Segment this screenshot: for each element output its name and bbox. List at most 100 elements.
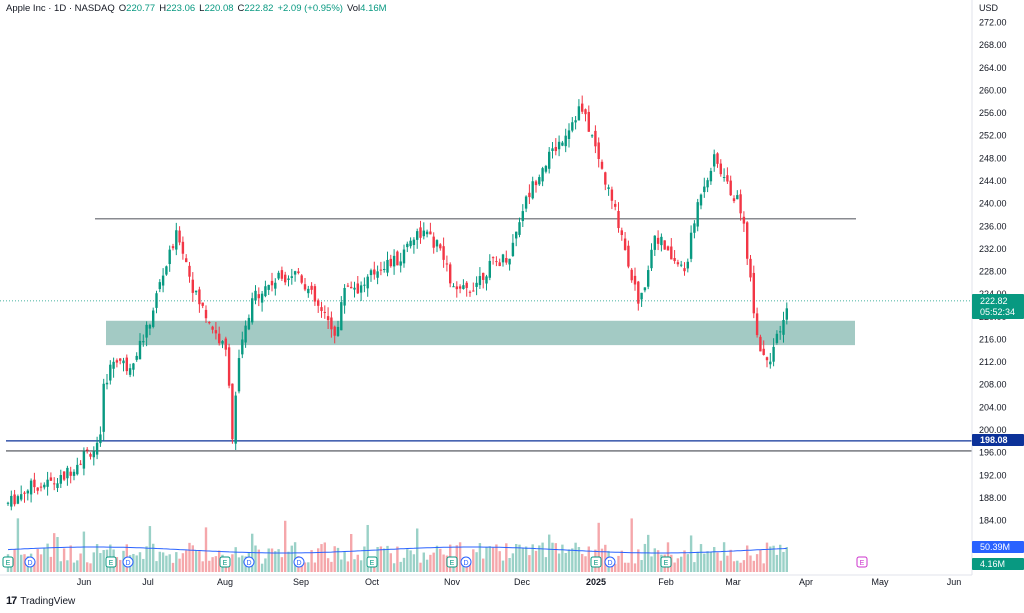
candle-body bbox=[726, 175, 729, 182]
candle-body bbox=[260, 293, 264, 303]
candle-body bbox=[86, 449, 89, 451]
volume-bar bbox=[260, 563, 264, 572]
candle-body bbox=[670, 246, 673, 260]
candle-body bbox=[419, 227, 422, 238]
volume-bar bbox=[89, 563, 92, 572]
candle-body bbox=[439, 244, 442, 249]
event-letter: E bbox=[450, 560, 455, 567]
candle-body bbox=[280, 270, 284, 279]
candle-body bbox=[270, 280, 274, 286]
volume-bar bbox=[475, 552, 478, 572]
candle-body bbox=[594, 130, 597, 147]
volume-bar bbox=[485, 547, 488, 572]
volume-bar bbox=[254, 545, 257, 572]
volume-bar bbox=[72, 562, 76, 572]
volume-bar bbox=[683, 550, 686, 572]
volume-bar bbox=[86, 562, 89, 572]
event-letter: D bbox=[125, 560, 130, 567]
candle-body bbox=[472, 290, 475, 292]
month-label: Jun bbox=[77, 577, 92, 587]
candle-body bbox=[468, 291, 472, 293]
candle-body bbox=[425, 231, 429, 235]
volume-bar bbox=[782, 551, 785, 572]
candle-body bbox=[274, 282, 277, 289]
volume-bar bbox=[82, 531, 86, 572]
volume-bar bbox=[313, 562, 317, 572]
volume-bar bbox=[604, 544, 607, 572]
candle-body bbox=[399, 261, 402, 266]
volume-bar bbox=[208, 560, 211, 572]
candle-body bbox=[264, 286, 267, 297]
dividend-icon bbox=[243, 556, 255, 568]
candle-body bbox=[138, 340, 142, 360]
candle-body bbox=[66, 467, 69, 479]
candle-body bbox=[330, 317, 333, 330]
candle-body bbox=[614, 203, 617, 207]
candle-body bbox=[20, 494, 23, 500]
volume-bar bbox=[699, 544, 703, 572]
candle-body bbox=[752, 272, 755, 314]
candle-body bbox=[343, 287, 346, 306]
candle-body bbox=[742, 216, 746, 224]
candle-body bbox=[112, 361, 115, 369]
candle-body bbox=[323, 311, 326, 313]
dividend-icon bbox=[293, 556, 305, 568]
candle-body bbox=[214, 330, 218, 334]
candle-body bbox=[630, 269, 633, 281]
volume-bar bbox=[257, 549, 260, 572]
volume-bar bbox=[759, 550, 762, 572]
currency-label: USD bbox=[979, 3, 999, 13]
candle-body bbox=[43, 484, 46, 488]
candle-body bbox=[699, 194, 703, 206]
symbol-name[interactable]: Apple Inc · 1D · NASDAQ bbox=[6, 3, 115, 14]
volume-bar bbox=[643, 543, 647, 572]
volume-bar bbox=[353, 559, 356, 572]
volume-bar bbox=[363, 546, 366, 572]
volume-bar bbox=[168, 554, 171, 572]
candle-body bbox=[208, 321, 211, 324]
volume-bar bbox=[650, 556, 653, 572]
volume-bar bbox=[482, 558, 485, 572]
candle-body bbox=[554, 146, 557, 152]
volume-ma-tag: 50.39M bbox=[972, 541, 1024, 553]
volume-bar bbox=[402, 557, 406, 572]
volume-bar bbox=[653, 548, 656, 572]
volume-bar bbox=[544, 557, 548, 572]
volume-bar bbox=[416, 528, 419, 572]
price-tick-label: 188.00 bbox=[979, 493, 1007, 503]
brand-name: TradingView bbox=[20, 595, 76, 607]
candle-body bbox=[148, 324, 152, 329]
candle-body bbox=[287, 278, 290, 280]
price-tick-label: 260.00 bbox=[979, 85, 1007, 95]
volume-bar bbox=[693, 562, 696, 572]
volume-bar bbox=[571, 548, 574, 572]
volume-bar bbox=[752, 560, 755, 572]
tradingview-brand[interactable]: 17 TradingView bbox=[6, 595, 75, 607]
candle-body bbox=[449, 264, 452, 284]
candle-body bbox=[746, 222, 749, 259]
candle-body bbox=[775, 333, 779, 343]
candle-body bbox=[442, 246, 445, 260]
candle-body bbox=[198, 289, 201, 305]
candle-body bbox=[541, 168, 544, 182]
month-label: Dec bbox=[514, 577, 531, 587]
volume-bar bbox=[775, 554, 779, 572]
price-tick-label: 232.00 bbox=[979, 244, 1007, 254]
candle-body bbox=[548, 151, 551, 169]
candle-body bbox=[194, 290, 198, 293]
volume-tag: 4.16M bbox=[972, 558, 1024, 570]
candle-body bbox=[567, 130, 571, 140]
event-letter: D bbox=[27, 560, 32, 567]
price-tick-label: 268.00 bbox=[979, 40, 1007, 50]
volume-bar bbox=[640, 560, 643, 572]
volume-bar bbox=[148, 526, 152, 572]
price-tick-label: 200.00 bbox=[979, 425, 1007, 435]
volume-bar bbox=[389, 553, 392, 572]
candle-body bbox=[135, 355, 138, 360]
candle-body bbox=[680, 264, 683, 266]
candle-body bbox=[574, 120, 577, 123]
volume-bar bbox=[406, 549, 409, 572]
volume-bar bbox=[383, 548, 386, 572]
volume-legend-value: 4.16M bbox=[360, 3, 387, 14]
